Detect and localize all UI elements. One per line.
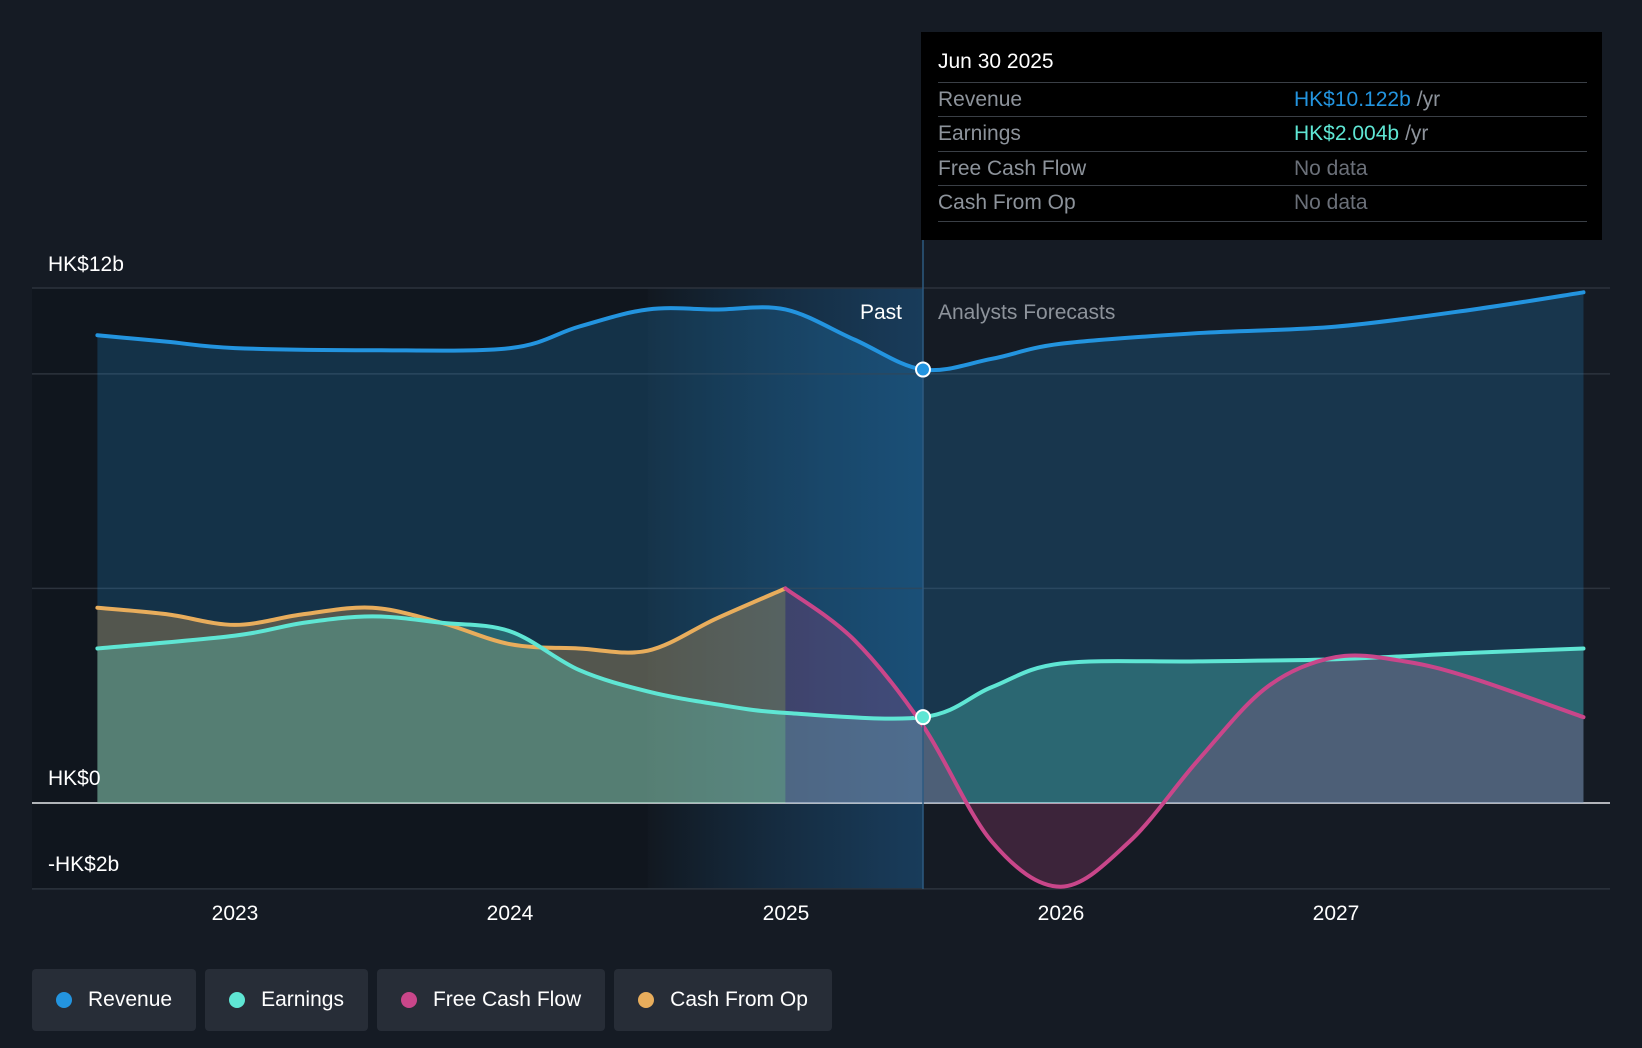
tooltip-row-earnings: Earnings HK$2.004b/yr (938, 116, 1587, 151)
x-tick-2024: 2024 (486, 902, 534, 925)
tooltip-value-text: No data (1294, 157, 1368, 180)
revenue-dot-icon (56, 992, 72, 1008)
free-cash-flow-line (783, 586, 1586, 889)
legend-earnings[interactable]: Earnings (205, 969, 368, 1031)
legend-cash-from-op[interactable]: Cash From Op (614, 969, 832, 1031)
series-fills (97, 292, 1584, 887)
tooltip-row-fcf: Free Cash Flow No data (938, 151, 1587, 186)
tooltip-label: Free Cash Flow (938, 157, 1087, 180)
series-lines (95, 290, 1586, 889)
revenue-area (97, 292, 1584, 803)
tooltip-row-cfo: Cash From Op No data (938, 185, 1587, 220)
x-tick-2026: 2026 (1037, 902, 1085, 925)
revenue-marker (915, 361, 931, 378)
tooltip-unit: /yr (1416, 88, 1441, 111)
tooltip-value-text: HK$2.004b (1294, 122, 1400, 145)
earnings-marker (915, 709, 931, 726)
earnings-line (95, 614, 1586, 721)
cash-from-op-dot-icon (638, 992, 655, 1008)
forecast-label: Analysts Forecasts (938, 301, 1116, 324)
x-tick-2027: 2027 (1312, 902, 1360, 925)
earnings-dot-icon (229, 992, 246, 1008)
tooltip-row-revenue: Revenue HK$10.122b/yr (938, 82, 1587, 117)
tooltip-value-text: HK$10.122b (1294, 88, 1411, 111)
tooltip-value-text: No data (1294, 191, 1368, 214)
revenue-line (95, 290, 1586, 373)
cash-from-op-area (97, 588, 786, 803)
tooltip-value: HK$2.004b/yr (1294, 122, 1428, 146)
legend-label: Revenue (88, 988, 173, 1011)
tooltip-value: No data (1294, 157, 1368, 181)
tooltip-divider (938, 221, 1587, 222)
tooltip-value: HK$10.122b/yr (1294, 88, 1440, 112)
legend-revenue[interactable]: Revenue (32, 969, 197, 1031)
tooltip-label: Earnings (938, 122, 1021, 145)
tooltip-label: Cash From Op (938, 191, 1076, 214)
free-cash-flow-dot-icon (400, 992, 417, 1008)
tooltip-date: Jun 30 2025 (938, 50, 1054, 73)
legend-free-cash-flow[interactable]: Free Cash Flow (376, 969, 606, 1031)
tooltip-value: No data (1294, 191, 1368, 215)
tooltip-label: Revenue (938, 88, 1023, 111)
legend-label: Earnings (261, 988, 344, 1011)
y-label-bottom: -HK$2b (48, 853, 120, 876)
legend: Revenue Earnings Free Cash Flow Cash Fro… (32, 969, 832, 1031)
x-tick-2023: 2023 (211, 902, 259, 925)
tooltip-unit: /yr (1405, 122, 1429, 145)
legend-label: Free Cash Flow (432, 988, 582, 1011)
tooltip: Jun 30 2025 Revenue HK$10.122b/yr Earnin… (921, 32, 1602, 240)
legend-label: Cash From Op (670, 988, 808, 1011)
gridlines (32, 287, 1610, 890)
y-label-zero: HK$0 (48, 767, 101, 790)
x-tick-2025: 2025 (762, 902, 810, 925)
free-cash-flow-area (785, 588, 1584, 887)
markers (915, 361, 931, 726)
past-label: Past (860, 301, 903, 324)
y-label-top: HK$12b (48, 253, 124, 276)
